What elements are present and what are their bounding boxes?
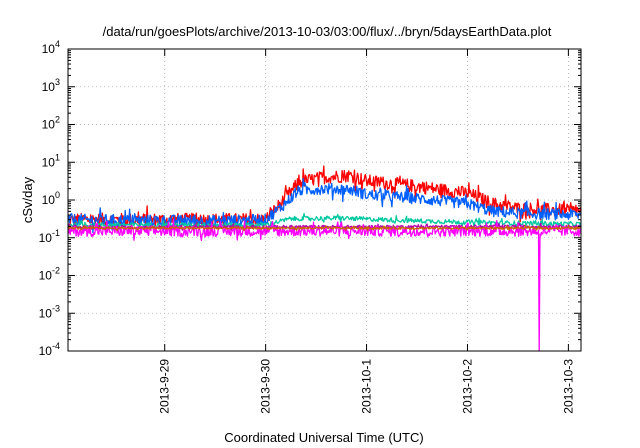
y-tick-label: 10-3 xyxy=(39,303,60,320)
y-tick-label: 10-2 xyxy=(39,266,60,283)
y-tick-label: 102 xyxy=(42,115,60,132)
x-tick-label: 2013-9-30 xyxy=(259,359,273,414)
y-tick-base: 10 xyxy=(42,80,56,94)
y-tick-base: 10 xyxy=(39,344,53,358)
y-axis-label: cSv/day xyxy=(20,176,35,223)
y-tick-base: 10 xyxy=(42,193,56,207)
y-tick-exponent: -2 xyxy=(52,266,60,276)
y-tick-label: 101 xyxy=(42,152,60,169)
y-tick-label: 103 xyxy=(42,77,60,94)
y-tick-base: 10 xyxy=(42,42,56,56)
x-tick-label: 2013-10-2 xyxy=(460,359,474,414)
series-line xyxy=(67,225,582,232)
y-tick-base: 10 xyxy=(39,231,53,245)
y-tick-label: 10-1 xyxy=(39,228,60,245)
x-tick-label: 2013-10-1 xyxy=(360,359,374,414)
series-line xyxy=(67,219,582,352)
y-tick-exponent: 4 xyxy=(55,39,60,49)
chart-title: /data/run/goesPlots/archive/2013-10-03/0… xyxy=(103,24,552,39)
y-tick-label: 104 xyxy=(42,39,60,56)
series-line xyxy=(67,165,581,233)
series-group xyxy=(67,165,582,352)
y-tick-exponent: -3 xyxy=(52,303,60,313)
x-tick-label: 2013-10-3 xyxy=(561,359,575,414)
y-tick-exponent: 2 xyxy=(55,115,60,125)
y-tick-exponent: -1 xyxy=(52,228,60,238)
y-tick-label: 10-4 xyxy=(39,341,60,358)
y-tick-exponent: 0 xyxy=(55,190,60,200)
y-tick-exponent: -4 xyxy=(52,341,60,351)
x-tick-label: 2013-9-29 xyxy=(158,359,172,414)
y-tick-base: 10 xyxy=(42,118,56,132)
y-tick-base: 10 xyxy=(39,269,53,283)
y-tick-exponent: 1 xyxy=(55,152,60,162)
grid xyxy=(68,49,581,351)
y-tick-label: 100 xyxy=(42,190,60,207)
y-tick-base: 10 xyxy=(39,306,53,320)
y-tick-exponent: 3 xyxy=(55,77,60,87)
y-tick-base: 10 xyxy=(42,155,56,169)
series-line xyxy=(67,178,582,233)
x-axis-label: Coordinated Universal Time (UTC) xyxy=(224,430,423,445)
x-ticks: 2013-9-29 2013-9-30 2013-10-1 2013-10-2 2013… xyxy=(158,49,575,414)
